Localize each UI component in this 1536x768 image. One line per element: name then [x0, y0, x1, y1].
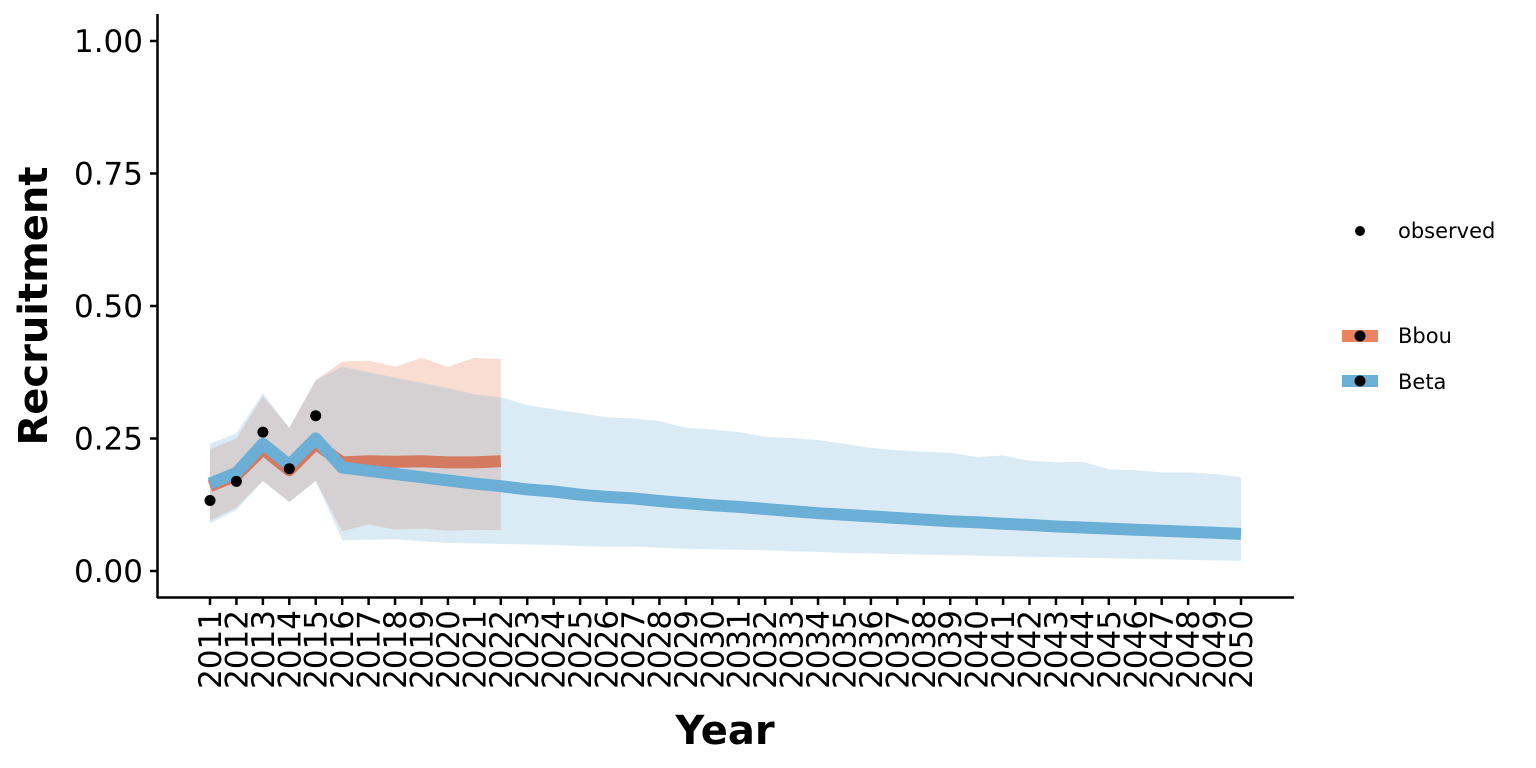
axes-layer — [156, 14, 1294, 599]
observed-points-layer — [204, 410, 322, 506]
x-tick-label: 2034 — [801, 610, 837, 689]
x-tick-label: 2024 — [537, 610, 573, 689]
legend: observed Bbou Beta — [1342, 219, 1495, 394]
y-tick-label: 0.75 — [74, 157, 143, 193]
legend-observed-label: observed — [1398, 219, 1495, 243]
y-tick-label: 0.00 — [74, 554, 143, 590]
x-tick-label: 2037 — [880, 610, 916, 689]
x-tick-label: 2038 — [907, 610, 943, 689]
x-tick-label: 2030 — [695, 610, 731, 689]
y-tick-label: 0.25 — [74, 422, 143, 458]
legend-observed-key — [1355, 226, 1365, 236]
x-tick-label: 2021 — [457, 610, 493, 689]
legend-beta-key-point — [1354, 375, 1366, 387]
x-tick-label: 2012 — [219, 610, 255, 689]
x-tick-label: 2019 — [405, 610, 441, 689]
bbou-ribbon — [210, 357, 501, 532]
legend-bbou-label: Bbou — [1398, 324, 1452, 348]
x-tick-label: 2015 — [299, 610, 335, 689]
x-tick-label: 2047 — [1145, 610, 1181, 689]
x-tick-label: 2039 — [933, 610, 969, 689]
x-tick-label: 2040 — [960, 610, 996, 689]
y-axis-title: Recruitment — [11, 166, 57, 445]
x-tick-label: 2025 — [563, 610, 599, 689]
x-tick-label: 2032 — [748, 610, 784, 689]
y-ticks: 0.00 0.25 0.50 0.75 1.00 — [74, 24, 157, 590]
x-tick-label: 2033 — [775, 610, 811, 689]
x-axis-title: Year — [674, 708, 774, 754]
x-tick-label: 2045 — [1092, 610, 1128, 689]
beta-line — [207, 432, 1242, 540]
x-tick-label: 2017 — [352, 610, 388, 689]
y-tick-label: 1.00 — [74, 24, 143, 60]
x-tick-label: 2043 — [1039, 610, 1075, 689]
x-tick-label: 2046 — [1118, 610, 1154, 689]
x-tick-label: 2020 — [431, 610, 467, 689]
observed-point — [283, 463, 295, 475]
x-tick-label: 2042 — [1013, 610, 1049, 689]
x-tick-label: 2023 — [510, 610, 546, 689]
x-tick-label: 2044 — [1065, 610, 1101, 689]
x-tick-label: 2018 — [378, 610, 414, 689]
observed-point — [257, 426, 269, 438]
x-tick-label: 2036 — [854, 610, 890, 689]
x-tick-label: 2027 — [616, 610, 652, 689]
beta-ribbon — [210, 366, 1241, 561]
x-tick-label: 2031 — [722, 610, 758, 689]
y-tick-label: 0.50 — [74, 289, 143, 325]
x-tick-label: 2026 — [590, 610, 626, 689]
x-tick-label: 2029 — [669, 610, 705, 689]
x-tick-label: 2028 — [642, 610, 678, 689]
x-tick-label: 2048 — [1171, 610, 1207, 689]
observed-point — [204, 495, 216, 506]
lines-layer — [207, 432, 1242, 540]
legend-bbou-key-point — [1354, 330, 1366, 342]
x-tick-label: 2035 — [828, 610, 864, 689]
legend-beta-label: Beta — [1398, 370, 1446, 394]
ribbons-layer — [210, 357, 1241, 561]
x-ticks: 2011201220132014201520162017201820192020… — [193, 598, 1260, 689]
observed-point — [230, 475, 242, 487]
x-tick-label: 2050 — [1224, 610, 1260, 689]
observed-point — [310, 410, 322, 422]
x-tick-label: 2014 — [272, 610, 308, 689]
x-tick-label: 2022 — [484, 610, 520, 689]
x-tick-label: 2011 — [193, 610, 229, 689]
x-tick-label: 2049 — [1198, 610, 1234, 689]
x-tick-label: 2041 — [986, 610, 1022, 689]
x-tick-label: 2016 — [325, 610, 361, 689]
x-tick-label: 2013 — [246, 610, 282, 689]
